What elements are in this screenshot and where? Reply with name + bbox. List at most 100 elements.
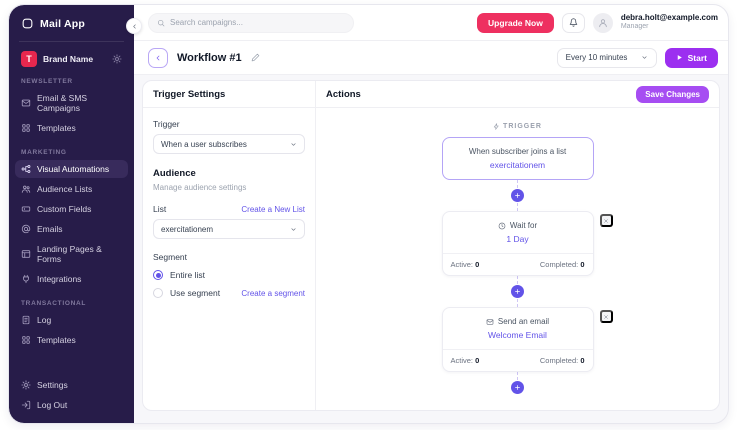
user-avatar[interactable] (592, 12, 613, 33)
main-area: Upgrade Now debra.holt@example.com Manag… (134, 5, 728, 423)
actions-header: Actions Save Changes (316, 81, 719, 108)
brand-settings-gear-icon[interactable] (112, 54, 122, 64)
brand-name: Brand Name (43, 54, 94, 64)
schedule-value: Every 10 minutes (565, 53, 628, 62)
clock-icon (498, 222, 506, 229)
create-new-list-link[interactable]: Create a New List (241, 204, 305, 214)
list-field-label: List (153, 204, 167, 214)
sidebar-item-label: Visual Automations (37, 164, 110, 174)
sidebar-item-label: Settings (37, 380, 68, 390)
close-icon (604, 314, 608, 319)
section-label-marketing: MARKETING (21, 149, 67, 156)
trigger-node-title: When subscriber joins a list (449, 147, 587, 156)
sidebar-item-label: Email & SMS Campaigns (37, 93, 88, 113)
trigger-settings-body: Trigger When a user subscribes Audience … (143, 108, 315, 317)
add-step-button[interactable] (511, 285, 524, 298)
notifications-button[interactable] (561, 12, 585, 33)
search-input[interactable] (170, 18, 345, 27)
active-stat: Active: 0 (451, 356, 480, 365)
sidebar-spacer (9, 350, 134, 375)
send-email-node-title: Send an email (449, 317, 587, 326)
use-segment-radio[interactable] (153, 288, 163, 298)
add-step-button[interactable] (511, 381, 524, 394)
search-icon (158, 19, 165, 26)
workflow-title: Workflow #1 (177, 51, 242, 64)
list-select[interactable]: exercitationem (153, 219, 305, 239)
audience-subtitle: Manage audience settings (153, 183, 247, 192)
user-meta: debra.holt@example.com Manager (621, 13, 718, 32)
sidebar-item-label: Audience Lists (37, 184, 93, 194)
schedule-select[interactable]: Every 10 minutes (556, 47, 657, 68)
start-button[interactable]: Start (664, 47, 718, 68)
list-label-row: List Create a New List (153, 204, 305, 214)
upgrade-now-button[interactable]: Upgrade Now (477, 12, 554, 33)
send-email-node[interactable]: Send an email Welcome Email Active: 0 Co… (441, 307, 613, 372)
wait-node[interactable]: Wait for 1 Day Active: 0 Completed: 0 (441, 211, 613, 276)
sidebar-item-landing-pages-forms[interactable]: Landing Pages & Forms (15, 240, 128, 268)
completed-label: Completed: (539, 356, 579, 365)
plug-icon (23, 274, 29, 284)
user-email: debra.holt@example.com (620, 13, 718, 23)
sidebar-item-templates-transactional[interactable]: Templates (15, 331, 128, 349)
segment-option-use-segment: Use segment Create a segment (153, 288, 305, 298)
panel-title: Actions (326, 88, 361, 100)
sidebar-item-label: Custom Fields (37, 204, 92, 214)
node-title-text: Send an email (497, 317, 550, 326)
send-email-node-top: Send an email Welcome Email (443, 308, 593, 349)
app-logo-row: Mail App (9, 15, 134, 30)
sidebar-item-emails[interactable]: Emails (15, 220, 128, 238)
entire-list-radio[interactable] (153, 270, 163, 280)
person-icon (599, 18, 607, 27)
trigger-select[interactable]: When a user subscribes (153, 134, 305, 154)
chevron-left-icon (132, 23, 136, 29)
layout-icon (21, 250, 31, 258)
trigger-settings-header: Trigger Settings (143, 81, 315, 108)
search-box[interactable] (148, 12, 354, 33)
sidebar-item-integrations[interactable]: Integrations (15, 270, 128, 288)
brand-row[interactable]: T Brand Name (9, 51, 134, 67)
trigger-badge: TRIGGER (493, 123, 542, 130)
active-value: 0 (475, 356, 480, 365)
back-button[interactable] (148, 47, 168, 68)
sidebar-item-log[interactable]: Log (15, 311, 128, 329)
lightning-icon (493, 123, 499, 130)
sidebar: Mail App T Brand Name NEWSLETTER Email &… (9, 5, 134, 423)
sidebar-item-email-sms-campaigns[interactable]: Email & SMS Campaigns (15, 89, 128, 117)
sidebar-item-custom-fields[interactable]: Custom Fields (15, 200, 128, 218)
workflow-header-bar: Workflow #1 Every 10 minutes Start (134, 41, 728, 75)
edit-pencil-icon[interactable] (251, 53, 260, 62)
chevron-down-icon (642, 56, 647, 59)
connector-line (517, 372, 518, 380)
active-stat: Active: 0 (451, 260, 480, 269)
add-step-button[interactable] (511, 189, 524, 202)
create-segment-link[interactable]: Create a segment (241, 288, 305, 298)
sidebar-item-label: Integrations (37, 274, 82, 284)
sidebar-item-audience-lists[interactable]: Audience Lists (15, 180, 128, 198)
active-label: Active: (450, 356, 474, 365)
close-icon (604, 218, 608, 223)
save-changes-button[interactable]: Save Changes (636, 85, 709, 103)
trigger-node[interactable]: When subscriber joins a list exercitatio… (441, 137, 594, 180)
app-window: Mail App T Brand Name NEWSLETTER Email &… (8, 4, 729, 424)
logout-icon (21, 400, 31, 410)
connector-line (517, 299, 518, 307)
sidebar-collapse-button[interactable] (126, 18, 142, 34)
remove-step-button[interactable] (599, 310, 613, 323)
log-icon (22, 315, 30, 325)
completed-value: 0 (580, 260, 585, 269)
sidebar-item-visual-automations[interactable]: Visual Automations (15, 160, 128, 178)
section-label-transactional: TRANSACTIONAL (21, 300, 87, 307)
list-select-value: exercitationem (161, 224, 214, 234)
wait-node-value: 1 Day (506, 234, 529, 244)
sidebar-item-settings[interactable]: Settings (15, 376, 128, 394)
sidebar-item-log-out[interactable]: Log Out (15, 396, 128, 414)
completed-stat: Completed: 0 (540, 356, 585, 365)
completed-value: 0 (580, 356, 585, 365)
remove-step-button[interactable] (599, 214, 613, 227)
sidebar-item-templates-newsletter[interactable]: Templates (15, 119, 128, 137)
start-label: Start (687, 52, 707, 63)
active-value: 0 (475, 260, 480, 269)
sidebar-divider (19, 41, 124, 42)
panel-title: Trigger Settings (153, 88, 226, 100)
node-title-text: Wait for (509, 221, 538, 230)
